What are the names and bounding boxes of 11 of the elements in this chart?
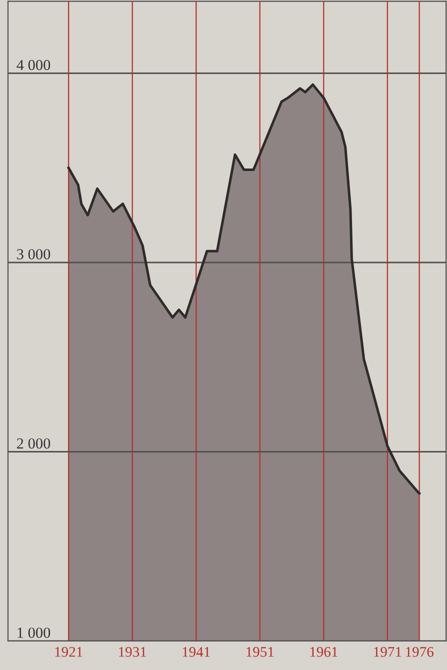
x-tick-label: 1976 bbox=[406, 647, 434, 657]
y-tick-label: 2 000 bbox=[17, 438, 50, 449]
y-tick-label: 4 000 bbox=[16, 60, 50, 70]
y-tick-label: 3 000 bbox=[17, 249, 50, 260]
x-tick-label: 1971 bbox=[374, 647, 402, 657]
x-tick-label: 1951 bbox=[246, 647, 274, 657]
x-tick-label: 1921 bbox=[55, 647, 82, 657]
y-tick-label: 1 000 bbox=[18, 628, 50, 638]
x-tick-label: 1931 bbox=[119, 647, 146, 657]
x-tick-label: 1941 bbox=[182, 647, 210, 657]
x-tick-label: 1961 bbox=[310, 647, 338, 657]
